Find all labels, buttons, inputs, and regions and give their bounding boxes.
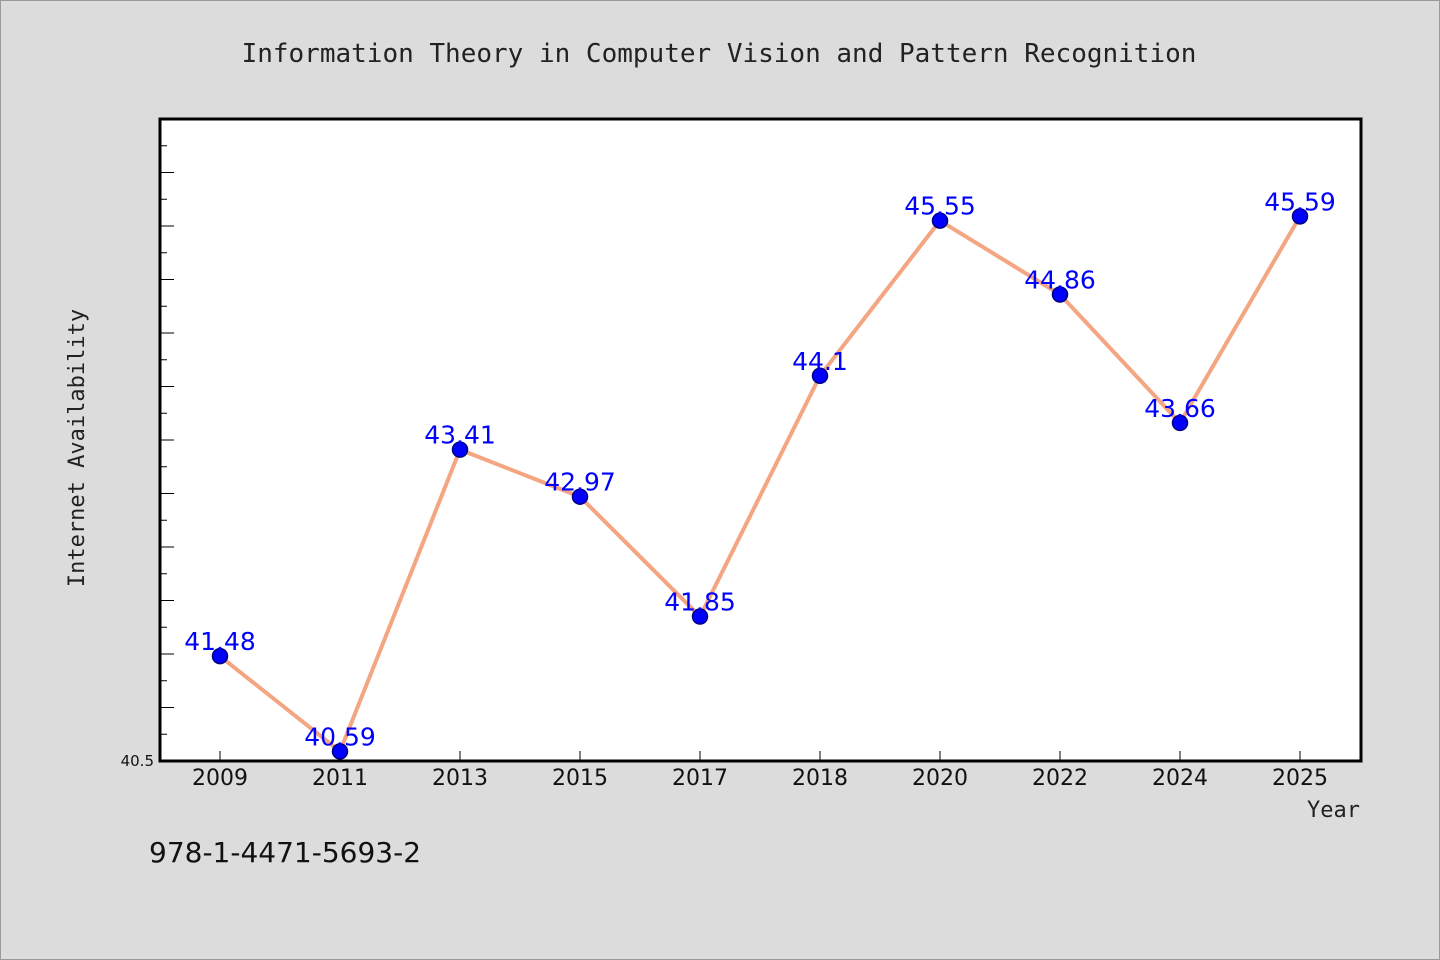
data-point [1051, 286, 1069, 303]
x-tick-label: 2025 [1272, 766, 1328, 791]
data-label: 41.85 [664, 588, 736, 617]
data-label: 43.66 [1144, 394, 1216, 423]
y-tick-label: 40.5 [121, 752, 154, 770]
x-tick-label: 2015 [552, 766, 608, 791]
series-line-group [218, 214, 1302, 754]
y-axis-ticks: 40.5 [121, 145, 174, 770]
data-labels: 41.48 40.59 43.41 42.97 41.85 44.1 45.55 44.86 4… [184, 187, 1336, 751]
data-label: 44.1 [792, 347, 848, 376]
x-axis-ticks: 2009 2011 2013 2015 2017 2018 2020 2022 2024 2025 [192, 751, 1328, 791]
x-tick-label: 2011 [312, 766, 368, 791]
data-points [211, 208, 1309, 760]
chart-title: Information Theory in Computer Vision an… [242, 39, 1197, 69]
data-label: 44.86 [1024, 265, 1096, 294]
x-tick-label: 2017 [672, 766, 728, 791]
data-point [1171, 414, 1189, 432]
data-label: 45.55 [904, 192, 976, 221]
x-tick-label: 2009 [192, 766, 248, 791]
plot-area [158, 117, 1363, 763]
data-point [811, 367, 829, 385]
data-label: 42.97 [544, 468, 616, 497]
isbn-text: 978-1-4471-5693-2 [149, 836, 422, 869]
x-axis-label: Year [1307, 798, 1360, 823]
x-tick-label: 2022 [1032, 766, 1088, 791]
data-label: 40.59 [304, 722, 376, 751]
data-point [331, 743, 349, 760]
data-point [211, 647, 229, 665]
data-point [691, 608, 709, 625]
data-label: 43.41 [424, 421, 496, 450]
x-tick-label: 2024 [1152, 766, 1208, 791]
data-label: 45.59 [1264, 187, 1336, 216]
data-point [1291, 208, 1309, 225]
x-tick-label: 2018 [792, 766, 848, 791]
data-point [451, 441, 469, 458]
y-axis-label: Internet Availability [65, 309, 90, 587]
data-label: 41.48 [184, 627, 256, 656]
x-tick-label: 2013 [432, 766, 488, 791]
data-point [931, 212, 949, 229]
x-tick-label: 2020 [912, 766, 968, 791]
series-line [218, 214, 1302, 754]
data-point [571, 488, 589, 505]
